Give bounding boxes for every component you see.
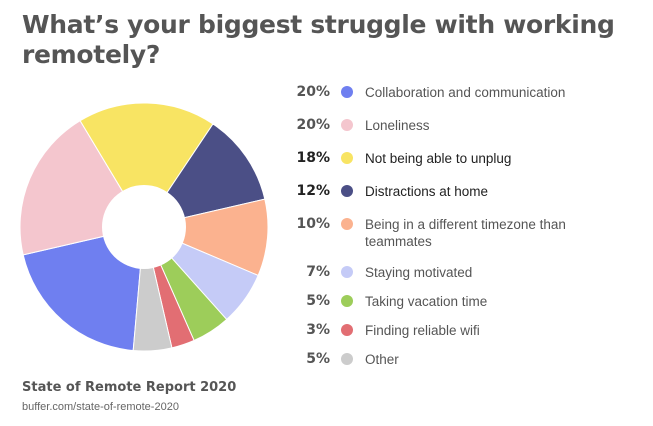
legend-swatch (341, 86, 353, 98)
legend-label: Being in a different timezone than teamm… (365, 217, 566, 249)
legend-percent: 5% (306, 351, 330, 367)
pie-slice-0 (22, 226, 145, 352)
legend-swatch (341, 353, 353, 365)
legend-swatch (341, 324, 353, 336)
legend-swatch (341, 266, 353, 278)
chart-title: What’s your biggest struggle with workin… (22, 10, 615, 69)
source-title: State of Remote Report 2020 (22, 380, 237, 395)
legend-swatch (341, 218, 353, 230)
pie-slice-4 (142, 198, 269, 277)
legend-label: Finding reliable wifi (365, 323, 480, 338)
legend-label: Taking vacation time (365, 294, 488, 309)
legend-percent: 10% (296, 216, 330, 232)
source-url: buffer.com/state-of-remote-2020 (22, 401, 179, 413)
legend-swatch (341, 152, 353, 164)
legend-percent: 3% (306, 322, 330, 338)
legend-percent: 12% (296, 183, 330, 199)
legend-percent: 20% (296, 117, 330, 133)
legend-percent: 20% (296, 84, 330, 100)
legend-label: Other (365, 352, 399, 367)
donut-hole (102, 185, 186, 269)
legend-label: Not being able to unplug (365, 151, 512, 166)
legend-label: Staying motivated (365, 265, 473, 280)
legend-label: Collaboration and communication (365, 85, 566, 100)
legend-label: Loneliness (365, 118, 430, 133)
pie-slice-2 (79, 102, 214, 228)
legend-swatch (341, 185, 353, 197)
legend-swatch (341, 295, 353, 307)
legend-percent: 7% (306, 264, 330, 280)
legend-label: Distractions at home (365, 184, 489, 199)
legend-swatch (341, 119, 353, 131)
legend-percent: 5% (306, 293, 330, 309)
legend-percent: 18% (296, 150, 330, 166)
